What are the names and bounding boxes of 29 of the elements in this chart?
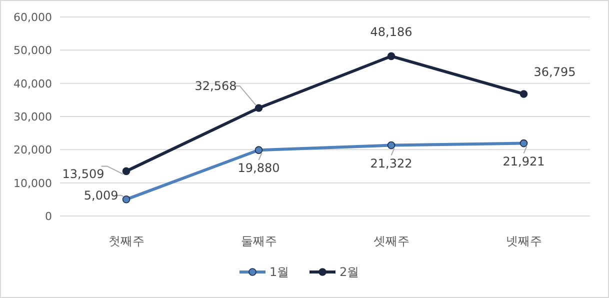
legend-label: 1월 [270,265,290,279]
point [387,141,396,150]
data-label: 21,322 [370,156,412,170]
y-tick-label: 30,000 [14,110,52,124]
y-tick-label: 40,000 [14,77,52,90]
x-tick-label: 넷째주 [506,234,542,248]
point [254,146,263,154]
point [254,104,263,112]
y-tick-label: 0 [45,210,52,223]
point [520,90,528,98]
x-tick-label: 첫째주 [108,234,144,248]
data-label: 32,568 [194,78,237,93]
y-tick-label: 60,000 [14,11,52,24]
x-tick-label: 셋째주 [373,234,410,248]
y-tick-label: 20,000 [14,144,52,157]
point [122,195,130,204]
data-label: 19,880 [238,161,280,176]
legend-label: 2월 [340,265,360,279]
point [387,52,396,60]
point [520,139,528,148]
data-label: 21,921 [502,154,545,168]
data-label: 13,509 [62,167,104,182]
y-tick-label: 50,000 [14,44,52,58]
data-label: 36,795 [534,64,576,79]
data-label: 5,009 [84,188,118,202]
data-label: 48,186 [370,25,412,40]
point [122,167,130,176]
y-tick-label: 10,000 [14,176,52,190]
x-tick-label: 둘째주 [240,234,277,248]
